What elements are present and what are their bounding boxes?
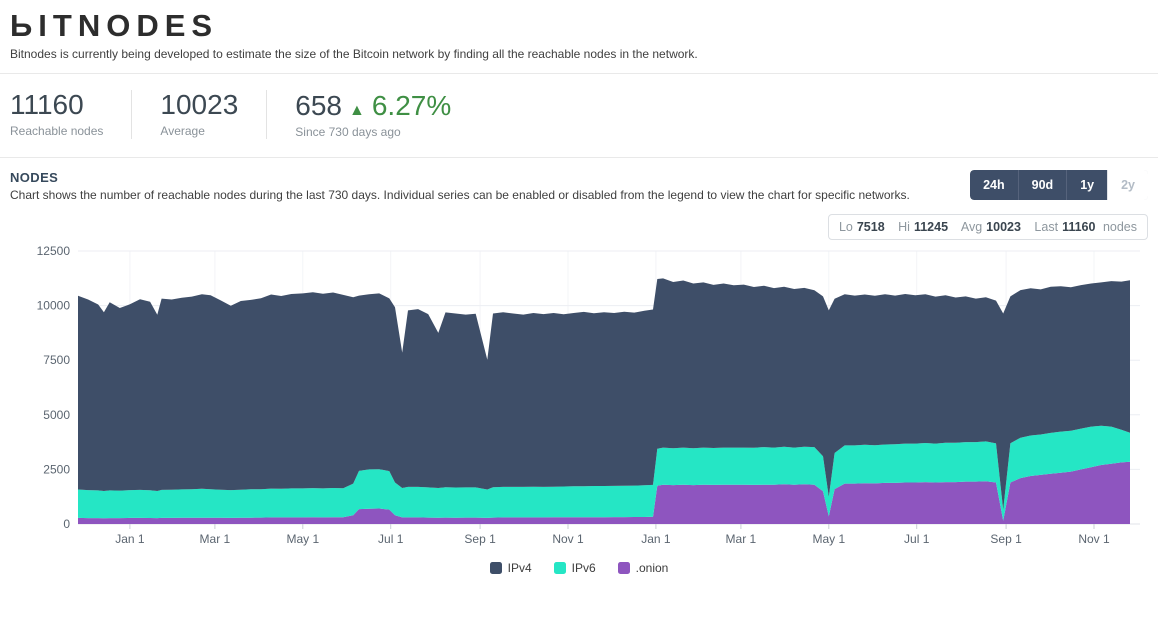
svg-text:May 1: May 1 [286,532,319,546]
legend-label-onion: .onion [635,560,669,575]
onion-color-chip [617,561,630,574]
legend-item-onion[interactable]: .onion [617,560,669,575]
average-label: Average [160,123,205,138]
range-button-2y[interactable]: 2y [1107,169,1148,201]
lo-label: Lo [838,219,853,234]
average-value: 10023 [160,89,239,121]
svg-text:Mar 1: Mar 1 [200,532,231,546]
time-range-button-group: 24h 90d 1y 2y [970,169,1148,201]
last-value: 11160 [1062,219,1096,234]
reachable-nodes-label: Reachable nodes [10,123,104,138]
ipv4-color-chip [489,561,502,574]
svg-text:10000: 10000 [37,298,71,312]
svg-text:5000: 5000 [43,407,70,421]
change-value: 658 [295,89,342,121]
hi-label: Hi [898,219,910,234]
legend-label-ipv4: IPv4 [507,560,532,575]
svg-text:Jul 1: Jul 1 [378,532,404,546]
stacked-area-chart[interactable]: 0 2500 5000 7500 10000 12500 Jan 1 Mar 1 May 1 Ju… [0,244,1158,550]
svg-text:Jan 1: Jan 1 [641,532,671,546]
svg-text:Jul 1: Jul 1 [904,532,930,546]
range-button-90d[interactable]: 90d [1017,169,1067,201]
avg-value: 10023 [986,219,1021,234]
stat-change: 658 ▲ 6.27% Since 730 days ago [295,90,451,139]
svg-text:Nov 1: Nov 1 [552,532,584,546]
change-label: Since 730 days ago [295,124,401,139]
legend-item-ipv4[interactable]: IPv4 [489,560,532,575]
chart-legend: IPv4 IPv6 .onion [0,555,1158,583]
hi-value: 11245 [913,219,949,234]
lo-value: 7518 [856,219,885,234]
chart-summary-pill: Lo 7518 Hi 11245 Avg 10023 Last 11160 nodes [827,213,1148,240]
divider-top [0,72,1158,74]
svg-text:0: 0 [63,517,70,531]
legend-label-ipv6: IPv6 [571,560,596,575]
range-button-24h[interactable]: 24h [970,169,1018,201]
nodes-chart[interactable]: 0 2500 5000 7500 10000 12500 Jan 1 Mar 1 May 1 Ju… [0,244,1158,555]
svg-text:Nov 1: Nov 1 [1078,532,1110,546]
section-title: NODES [10,169,59,185]
stat-average: 10023 Average [160,89,239,138]
range-button-1y[interactable]: 1y [1066,169,1108,201]
stat-divider [266,89,268,139]
reachable-nodes-value: 11160 [10,89,84,121]
ipv6-color-chip [553,561,566,574]
divider-mid [0,156,1158,158]
last-label: Last [1034,219,1059,234]
legend-item-ipv6[interactable]: IPv6 [553,560,596,575]
nodes-section-header: NODES Chart shows the number of reachabl… [0,158,1158,202]
nodes-suffix: nodes [1102,219,1137,234]
arrow-up-icon: ▲ [349,101,365,119]
chart-summary-row: Lo 7518 Hi 11245 Avg 10023 Last 11160 nodes [0,202,1158,244]
svg-text:7500: 7500 [43,353,70,367]
change-percent: 6.27% [371,89,452,121]
section-description: Chart shows the number of reachable node… [10,187,910,202]
svg-text:Sep 1: Sep 1 [464,532,496,546]
svg-text:Mar 1: Mar 1 [726,532,757,546]
svg-text:Sep 1: Sep 1 [990,532,1022,546]
stat-reachable-nodes: 11160 Reachable nodes [10,89,104,138]
svg-text:2500: 2500 [43,462,70,476]
stat-divider [131,89,133,139]
svg-text:Jan 1: Jan 1 [115,532,145,546]
avg-label: Avg [960,219,983,234]
svg-text:12500: 12500 [37,244,71,258]
svg-text:May 1: May 1 [812,532,845,546]
site-tagline: Bitnodes is currently being developed to… [10,46,698,61]
stats-row: 11160 Reachable nodes 10023 Average 658 … [0,74,1158,157]
bitnodes-logo: ЬITNODES [10,8,219,43]
